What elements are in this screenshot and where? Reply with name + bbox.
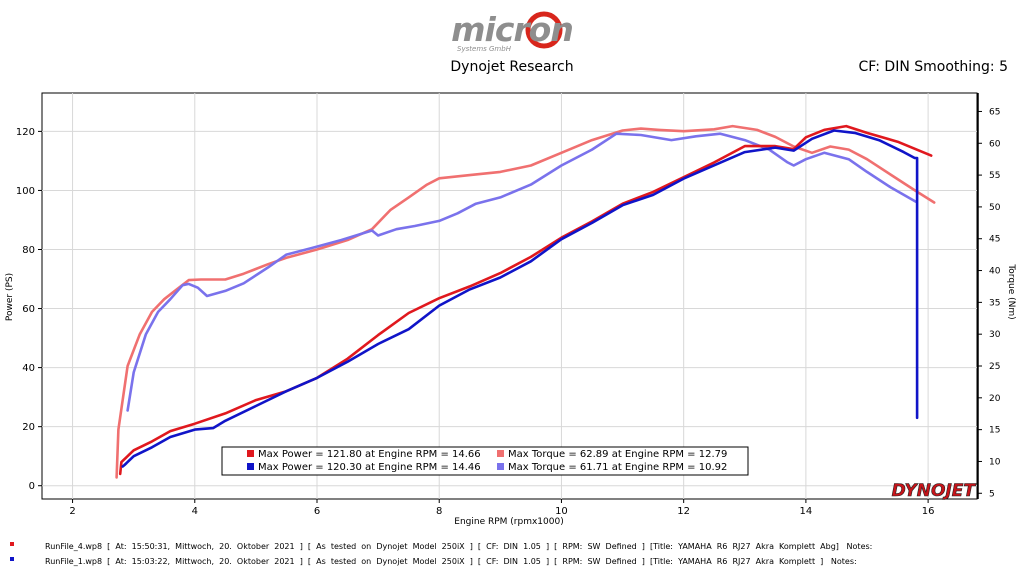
y2-tick-label: 60 bbox=[989, 139, 1001, 149]
y2-tick-label: 5 bbox=[989, 489, 995, 499]
micron-logo: micron Systems GmbH bbox=[451, 10, 574, 53]
run-file-text: RunFile_1.wp8 [ At: 15:03:22, Mittwoch, … bbox=[45, 557, 857, 566]
x-tick-label: 8 bbox=[436, 506, 442, 517]
y2-tick-label: 20 bbox=[989, 394, 1001, 404]
y2-tick-label: 30 bbox=[989, 330, 1001, 340]
logo-text: micron bbox=[451, 10, 573, 49]
cf-info: CF: DIN Smoothing: 5 bbox=[859, 59, 1008, 75]
x-tick-label: 2 bbox=[69, 506, 75, 517]
legend-label: Max Power = 120.30 at Engine RPM = 14.46 bbox=[258, 462, 481, 473]
y-axis-title: Power (PS) bbox=[5, 273, 15, 321]
x-tick-label: 4 bbox=[192, 506, 198, 517]
y2-tick-label: 35 bbox=[989, 298, 1000, 308]
x-tick-label: 16 bbox=[922, 506, 935, 517]
y2-tick-label: 25 bbox=[989, 362, 1000, 372]
y2-tick-label: 10 bbox=[989, 457, 1001, 467]
dynojet-logo: DYNOJET bbox=[892, 481, 977, 501]
legend-label: Max Torque = 61.71 at Engine RPM = 10.92 bbox=[508, 462, 727, 473]
y2-axis-title: Torque (Nm) bbox=[1006, 263, 1016, 319]
y-axis-ticks: 0 20 40 60 80 100 120 bbox=[16, 127, 42, 492]
run-file-text: RunFile_4.wp8 [ At: 15:50:31, Mittwoch, … bbox=[45, 542, 873, 551]
legend-swatch bbox=[247, 463, 254, 470]
y2-tick-label: 15 bbox=[989, 426, 1000, 436]
logo-red-ring bbox=[525, 11, 563, 49]
x-tick-label: 14 bbox=[800, 506, 813, 517]
legend: Max Power = 121.80 at Engine RPM = 14.66… bbox=[221, 446, 749, 476]
legend-label: Max Torque = 62.89 at Engine RPM = 12.79 bbox=[508, 449, 727, 460]
y2-axis-ticks: 5 10 15 20 25 30 35 40 45 50 55 60 65 bbox=[977, 107, 1001, 499]
series-line-2 bbox=[126, 132, 918, 412]
y-tick-label: 20 bbox=[22, 422, 35, 433]
y-tick-label: 0 bbox=[29, 481, 35, 492]
y-tick-label: 100 bbox=[16, 186, 35, 197]
y2-tick-label: 40 bbox=[989, 267, 1001, 277]
run-color-marker bbox=[10, 557, 14, 561]
y2-tick-label: 65 bbox=[989, 107, 1000, 117]
run-file-entry: RunFile_4.wp8 [ At: 15:50:31, Mittwoch, … bbox=[0, 539, 1024, 554]
run-file-list: RunFile_4.wp8 [ At: 15:50:31, Mittwoch, … bbox=[0, 539, 1024, 569]
plot-area bbox=[41, 92, 978, 500]
dyno-chart: micron Systems GmbH Dynojet Research CF:… bbox=[5, 10, 1016, 527]
legend-swatch bbox=[497, 463, 504, 470]
logo-subtext: Systems GmbH bbox=[457, 45, 512, 53]
run-color-marker bbox=[10, 542, 14, 546]
y2-tick-label: 45 bbox=[989, 235, 1000, 245]
series-line-4 bbox=[121, 129, 919, 468]
legend-box bbox=[221, 446, 749, 476]
x-axis-ticks: 2 4 6 8 10 12 14 16 bbox=[69, 499, 934, 517]
y-tick-label: 40 bbox=[22, 363, 35, 374]
legend-swatch bbox=[247, 450, 254, 457]
legend-label: Max Power = 121.80 at Engine RPM = 14.66 bbox=[258, 449, 481, 460]
y-tick-label: 60 bbox=[22, 304, 35, 315]
run-file-entry: RunFile_1.wp8 [ At: 15:03:22, Mittwoch, … bbox=[0, 554, 1024, 569]
x-tick-label: 12 bbox=[677, 506, 690, 517]
x-axis-title: Engine RPM (rpmx1000) bbox=[454, 517, 563, 527]
x-tick-label: 10 bbox=[555, 506, 568, 517]
series-line-1 bbox=[115, 124, 936, 479]
chart-title: Dynojet Research bbox=[450, 59, 573, 75]
y-tick-label: 120 bbox=[16, 127, 35, 138]
grid bbox=[42, 93, 977, 499]
y-tick-label: 80 bbox=[22, 245, 35, 256]
series-lines bbox=[115, 124, 936, 479]
y2-tick-label: 55 bbox=[989, 171, 1000, 181]
legend-swatch bbox=[497, 450, 504, 457]
series-line-3 bbox=[118, 124, 933, 476]
x-tick-label: 6 bbox=[314, 506, 320, 517]
y2-tick-label: 50 bbox=[989, 203, 1001, 213]
